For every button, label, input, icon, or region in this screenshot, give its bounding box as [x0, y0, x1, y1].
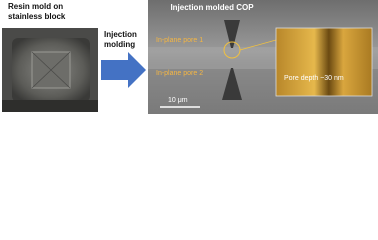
mold-photo	[2, 28, 98, 112]
caption-line: stainless block	[8, 12, 66, 21]
inset-pointer	[239, 39, 277, 51]
figure: Resin mold on stainless block Injection …	[2, 0, 378, 114]
arrow-label: Injection	[104, 30, 137, 39]
inset-image	[275, 27, 373, 97]
scale-bar-label: 10 μm	[168, 97, 188, 104]
inset-label: Pore depth ~30 nm	[284, 75, 344, 82]
sem-title: Injection molded COP	[170, 3, 254, 12]
caption-line: Resin mold on	[8, 2, 63, 11]
arrow	[101, 52, 146, 88]
pore-label: In-plane pore 2	[156, 70, 203, 77]
arrow-label: molding	[104, 40, 135, 49]
pore-label: In-plane pore 1	[156, 37, 203, 44]
